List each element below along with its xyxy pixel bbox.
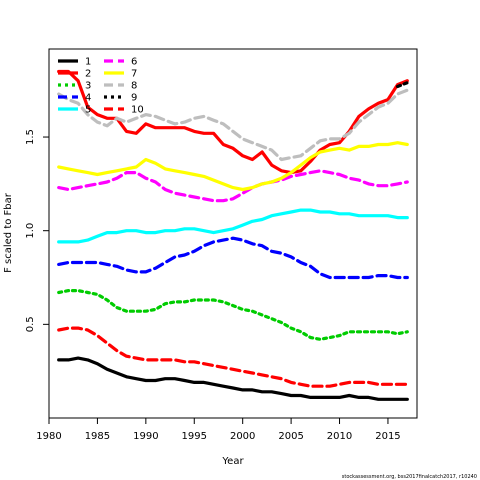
x-tick-label: 1985 xyxy=(85,431,110,442)
x-axis-label: Year xyxy=(221,456,244,467)
x-axis: 1980 1985 1990 1995 2000 2005 2010 2015 xyxy=(36,417,401,442)
legend-label-8: 8 xyxy=(131,81,137,92)
x-tick-label: 1980 xyxy=(36,431,61,442)
legend-label-4: 4 xyxy=(85,93,91,104)
y-axis: 0.5 1.0 1.5 xyxy=(25,129,50,332)
x-tick-label: 2015 xyxy=(375,431,400,442)
legend-label-9: 9 xyxy=(131,93,137,104)
x-tick-label: 1995 xyxy=(182,431,207,442)
series-line-9 xyxy=(396,81,409,89)
x-tick-label: 2010 xyxy=(327,431,352,442)
series-line-7 xyxy=(57,141,409,192)
series-line-4 xyxy=(57,236,409,280)
legend-label-7: 7 xyxy=(131,69,137,80)
legend-label-10: 10 xyxy=(131,105,144,116)
series-line-5 xyxy=(57,208,409,244)
series-line-10 xyxy=(57,326,409,388)
legend-label-5: 5 xyxy=(85,105,91,116)
y-tick-label: 1.0 xyxy=(25,223,36,239)
x-tick-label: 1990 xyxy=(133,431,158,442)
legend-label-1: 1 xyxy=(85,57,91,68)
series-line-3 xyxy=(57,289,409,341)
x-tick-label: 2000 xyxy=(230,431,255,442)
legend-label-2: 2 xyxy=(85,69,91,80)
footer-credit: stockassessment.org, bss2017finalcatch20… xyxy=(342,474,477,480)
y-tick-label: 0.5 xyxy=(25,316,36,332)
y-tick-label: 1.5 xyxy=(25,129,36,145)
x-tick-label: 2005 xyxy=(278,431,303,442)
legend-label-3: 3 xyxy=(85,81,91,92)
series-lines xyxy=(57,69,409,401)
y-axis-label: F scaled to Fbar xyxy=(3,192,14,273)
series-line-1 xyxy=(57,356,409,401)
series-line-6 xyxy=(57,169,409,203)
legend-label-6: 6 xyxy=(131,57,137,68)
series-line-8 xyxy=(57,88,409,162)
